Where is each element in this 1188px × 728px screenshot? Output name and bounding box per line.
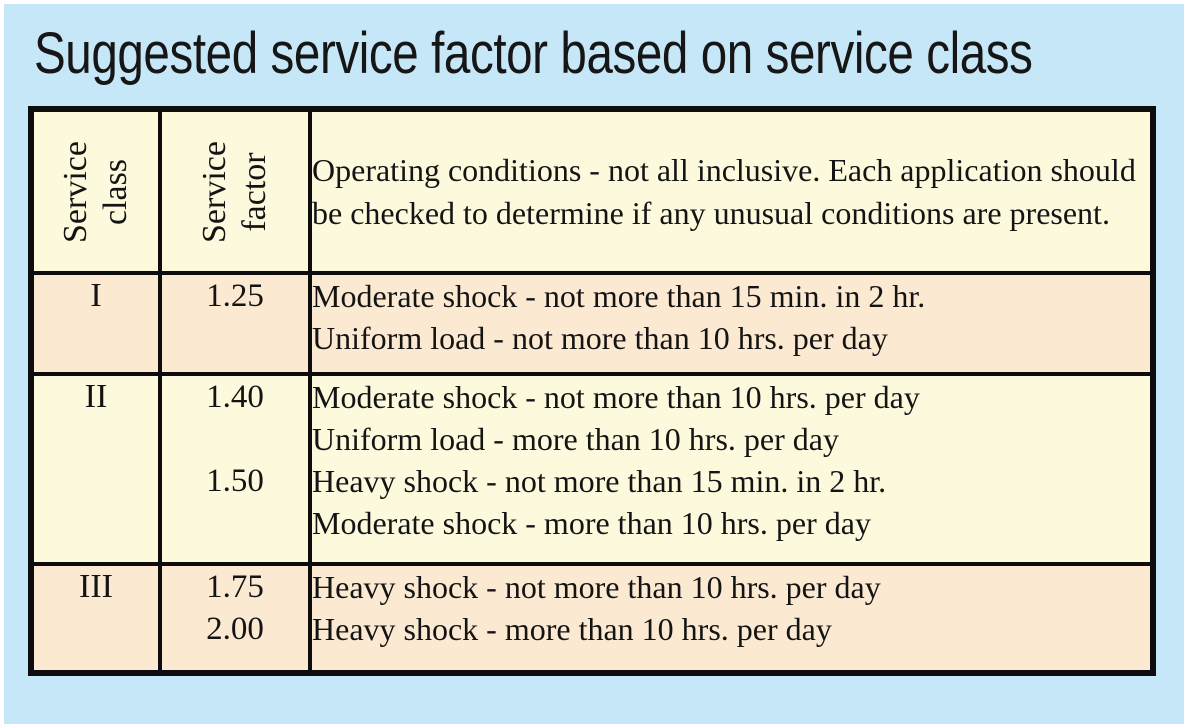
table-row-class-3: III 1.75 2.00 Heavy shock - not more tha…	[29, 562, 1155, 675]
service-factor-value: 2.00	[206, 611, 264, 648]
header-service-class: Service class	[29, 106, 162, 276]
header-service-class-line1: Service	[57, 140, 94, 243]
header-service-class-line2: class	[97, 158, 134, 225]
conditions-cell: Moderate shock - not more than 10 hrs. p…	[308, 371, 1155, 567]
condition-line: Heavy shock - not more than 10 hrs. per …	[312, 569, 881, 606]
service-class-value: I	[90, 277, 102, 315]
service-factor-value: 1.25	[206, 278, 264, 315]
service-factor-cell: 1.75 2.00	[158, 562, 312, 675]
header-service-factor-line2: factor	[236, 151, 273, 232]
table-row-class-2: II 1.40 1.50 Moderate shock - not more t…	[29, 371, 1155, 567]
condition-line: Moderate shock - not more than 15 min. i…	[312, 278, 926, 315]
condition-line: Moderate shock - not more than 10 hrs. p…	[312, 378, 920, 415]
service-class-cell: I	[29, 271, 162, 376]
service-factor-value: 1.50	[206, 462, 264, 499]
service-factor-cell: 1.40 1.50	[158, 371, 312, 567]
service-factor-value: 1.75	[206, 569, 264, 606]
header-service-factor-label: Service factor	[195, 141, 275, 243]
condition-line: Heavy shock - more than 10 hrs. per day	[312, 611, 832, 648]
condition-line: Moderate shock - more than 10 hrs. per d…	[312, 504, 871, 541]
service-factor-table: Service class Service factor Operating c…	[28, 106, 1156, 676]
header-service-class-label: Service class	[56, 141, 136, 243]
header-service-factor-line1: Service	[196, 140, 233, 243]
service-class-cell: II	[29, 371, 162, 567]
service-class-cell: III	[29, 562, 162, 675]
table-row-class-1: I 1.25 Moderate shock - not more than 15…	[29, 271, 1155, 376]
conditions-cell: Heavy shock - not more than 10 hrs. per …	[308, 562, 1155, 675]
service-factor-spacer	[162, 418, 308, 460]
figure-title: Suggested service factor based on servic…	[34, 21, 1033, 86]
condition-line: Heavy shock - not more than 15 min. in 2…	[312, 462, 887, 499]
service-factor-value: 1.40	[206, 378, 264, 415]
condition-line: Uniform load - more than 10 hrs. per day	[312, 420, 839, 457]
figure-background: Suggested service factor based on servic…	[4, 4, 1184, 724]
condition-line: Uniform load - not more than 10 hrs. per…	[312, 320, 888, 357]
header-service-factor: Service factor	[158, 106, 312, 276]
service-class-value: II	[84, 377, 108, 415]
service-factor-cell: 1.25	[158, 271, 312, 376]
service-class-value: III	[79, 568, 113, 606]
conditions-cell: Moderate shock - not more than 15 min. i…	[308, 271, 1155, 376]
header-operating-conditions: Operating conditions - not all inclusive…	[308, 106, 1155, 276]
table-header-row: Service class Service factor Operating c…	[29, 106, 1155, 276]
